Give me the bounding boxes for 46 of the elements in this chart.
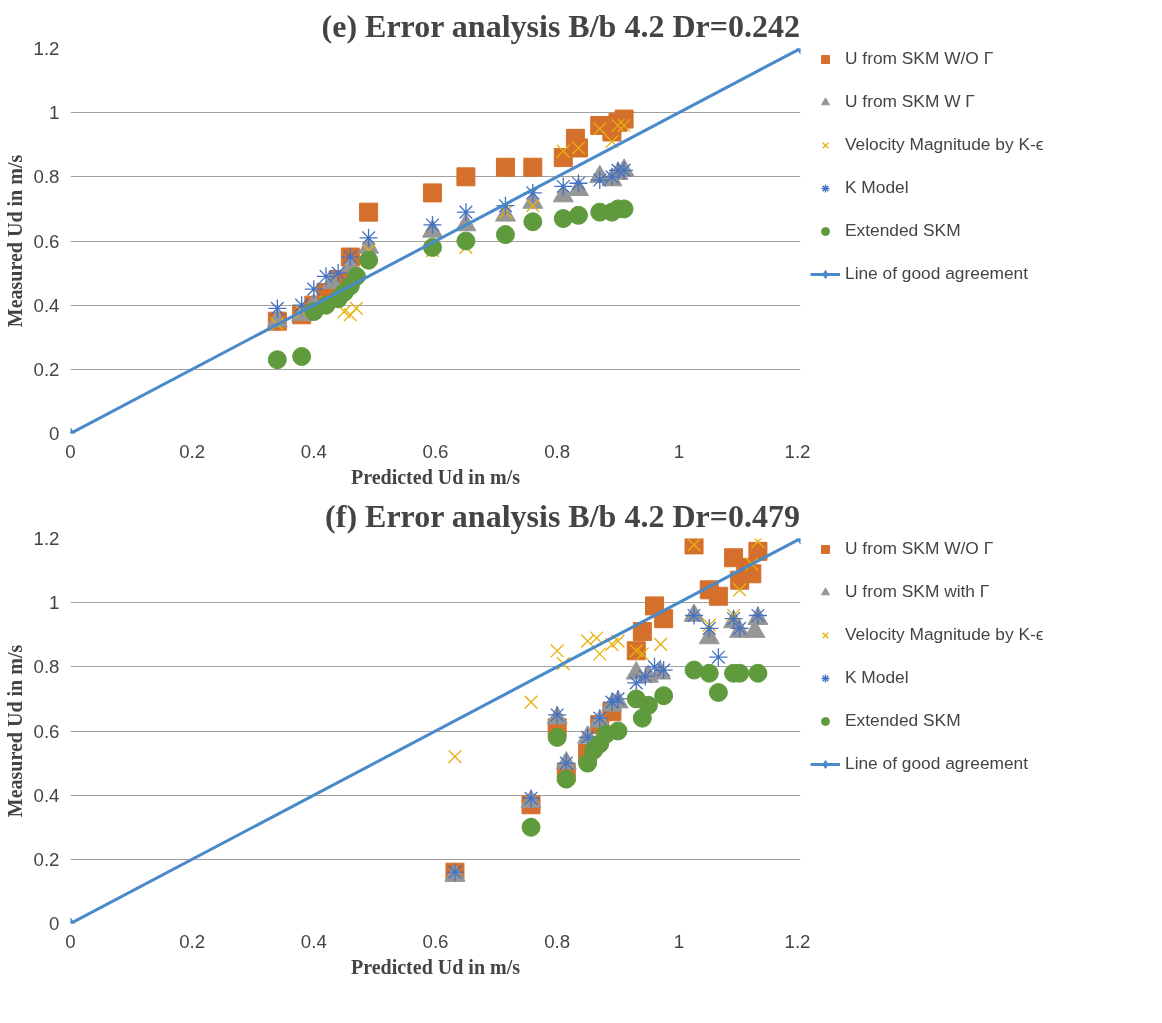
legend-label: U from SKM W Γ — [845, 91, 975, 112]
chart-title: (e) Error analysis B/b 4.2 Dr=0.242 — [321, 7, 800, 44]
legend-label: U from SKM with Γ — [845, 581, 990, 602]
y-tick-label: 1.2 — [33, 528, 60, 549]
y-tick-label: 0.8 — [33, 656, 60, 678]
y-tick-label: 1.2 — [33, 38, 60, 59]
legend-label: Velocity Magnitude by K-ϵ — [845, 134, 1044, 155]
legend-label: Extended SKM — [845, 220, 961, 241]
y-tick-label: 0.4 — [33, 784, 60, 806]
x-tick-label: 1.2 — [784, 930, 811, 952]
legend-label: U from SKM W/O Γ — [845, 538, 994, 559]
y-tick-label: 0.6 — [33, 230, 60, 252]
chart-title: (f) Error analysis B/b 4.2 Dr=0.479 — [325, 497, 800, 534]
y-tick-label: 0 — [49, 913, 60, 934]
legend-label: U from SKM W/O Γ — [845, 48, 994, 69]
y-tick-label: 0.2 — [33, 848, 60, 870]
y-axis-title: Measured Ud in m/s — [3, 644, 26, 818]
x-tick-label: 0 — [65, 930, 76, 952]
y-tick-label: 0.2 — [33, 358, 60, 380]
legend-label: Line of good agreement — [845, 753, 1029, 774]
y-tick-label: 0 — [49, 423, 60, 444]
x-tick-label: 0.4 — [300, 440, 327, 462]
x-tick-label: 1.2 — [784, 440, 811, 462]
x-axis-title: Predicted Ud in m/s — [350, 465, 521, 488]
x-tick-label: 0.2 — [179, 440, 206, 462]
legend-label: K Model — [845, 177, 909, 198]
x-axis-title: Predicted Ud in m/s — [350, 955, 521, 978]
y-tick-label: 1 — [49, 592, 60, 614]
x-tick-label: 0.4 — [300, 930, 327, 952]
x-tick-label: 0.8 — [544, 440, 571, 462]
x-tick-label: 0.6 — [422, 440, 449, 462]
y-tick-label: 1 — [49, 102, 60, 124]
y-tick-label: 0.6 — [33, 720, 60, 742]
x-tick-label: 0.8 — [544, 930, 571, 952]
y-tick-label: 0.4 — [33, 294, 60, 316]
x-tick-label: 0.2 — [179, 930, 206, 952]
x-tick-label: 0.6 — [422, 930, 449, 952]
legend-label: Extended SKM — [845, 710, 961, 731]
x-tick-label: 1 — [673, 930, 685, 952]
y-axis-title: Measured Ud in m/s — [3, 154, 26, 328]
legend-label: Line of good agreement — [845, 263, 1029, 284]
x-tick-label: 0 — [65, 440, 76, 462]
legend-label: Velocity Magnitude by K-ϵ — [845, 624, 1044, 645]
y-tick-label: 0.8 — [33, 166, 60, 188]
legend-label: K Model — [845, 667, 909, 688]
x-tick-label: 1 — [673, 440, 685, 462]
